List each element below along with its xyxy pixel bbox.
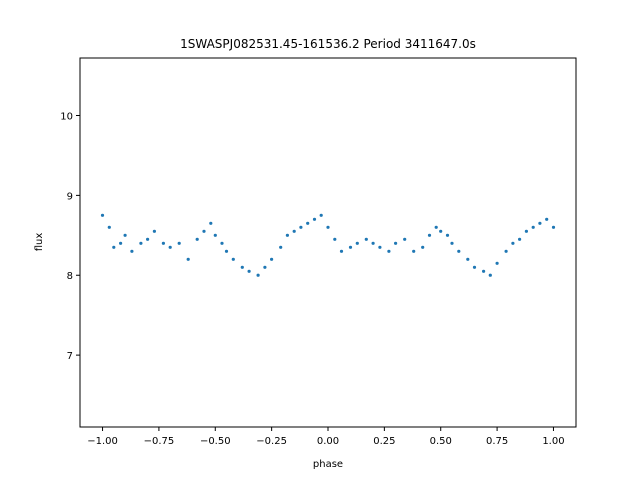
data-point <box>412 249 416 253</box>
data-point <box>195 237 199 241</box>
y-tick-label: 10 <box>60 112 73 123</box>
data-point <box>355 241 359 245</box>
data-point <box>495 261 499 265</box>
data-point <box>299 225 303 229</box>
data-point <box>457 249 461 253</box>
data-point <box>209 221 213 225</box>
data-point <box>427 233 432 237</box>
data-point <box>240 265 244 269</box>
data-point <box>202 229 206 233</box>
data-point <box>450 241 454 245</box>
data-point <box>279 245 283 249</box>
data-point <box>445 233 450 237</box>
y-tick-label: 8 <box>67 271 73 282</box>
data-point <box>112 245 116 249</box>
data-point <box>348 245 353 249</box>
x-tick-label: 0.00 <box>317 436 339 447</box>
data-point <box>524 229 529 233</box>
data-point <box>119 241 123 245</box>
data-point <box>504 249 508 253</box>
y-axis: 7 8 9 10 <box>60 112 80 362</box>
data-point <box>285 233 289 237</box>
data-point <box>306 221 310 225</box>
x-axis-label: phase <box>313 459 343 470</box>
data-point <box>371 241 375 245</box>
data-point <box>130 249 134 253</box>
data-point <box>518 237 522 241</box>
y-tick-label: 9 <box>67 191 73 202</box>
data-point <box>403 237 407 241</box>
data-point <box>319 213 323 217</box>
data-point <box>387 249 391 253</box>
data-point <box>161 241 165 245</box>
data-point <box>168 245 172 249</box>
data-point <box>186 257 190 261</box>
data-point <box>339 249 344 253</box>
chart-title: 1SWASPJ082531.45-161536.2 Period 3411647… <box>180 37 476 51</box>
data-point <box>247 269 251 273</box>
data-point <box>213 233 217 237</box>
y-tick-label: 7 <box>67 351 73 362</box>
data-point <box>220 241 224 245</box>
x-tick-label: −0.25 <box>256 436 287 447</box>
data-point <box>488 273 492 277</box>
data-point <box>100 213 105 217</box>
data-point <box>177 241 181 245</box>
x-tick-label: 0.75 <box>486 436 508 447</box>
data-point <box>312 217 317 221</box>
data-point <box>394 241 398 245</box>
data-point <box>466 257 470 261</box>
data-point <box>270 257 274 261</box>
data-point <box>256 273 260 277</box>
data-point <box>152 229 156 233</box>
data-point <box>434 225 438 229</box>
scatter-points <box>100 213 556 277</box>
x-tick-label: 0.25 <box>373 436 395 447</box>
x-axis: −1.00 −0.75 −0.50 −0.25 0.00 0.25 0.50 0.75 1.00 <box>87 427 565 447</box>
data-point <box>531 225 535 229</box>
data-point <box>139 241 143 245</box>
data-point <box>538 221 542 225</box>
x-tick-label: −0.50 <box>200 436 231 447</box>
x-tick-label: 1.00 <box>542 436 564 447</box>
data-point <box>224 249 229 253</box>
data-point <box>292 229 296 233</box>
data-point <box>326 225 330 229</box>
data-point <box>333 237 337 241</box>
data-point <box>511 241 515 245</box>
data-point <box>263 265 267 269</box>
x-tick-label: −0.75 <box>144 436 175 447</box>
data-point <box>421 245 425 249</box>
data-point <box>107 225 111 229</box>
data-point <box>123 233 127 237</box>
data-point <box>378 245 382 249</box>
data-point <box>545 217 549 221</box>
data-point <box>231 257 235 261</box>
data-point <box>551 225 556 229</box>
x-tick-label: 0.50 <box>430 436 452 447</box>
data-point <box>482 269 486 273</box>
data-point <box>364 237 368 241</box>
data-point <box>472 265 477 269</box>
data-point <box>146 237 150 241</box>
x-tick-label: −1.00 <box>87 436 118 447</box>
y-axis-label: flux <box>34 233 45 252</box>
data-point <box>439 229 443 233</box>
